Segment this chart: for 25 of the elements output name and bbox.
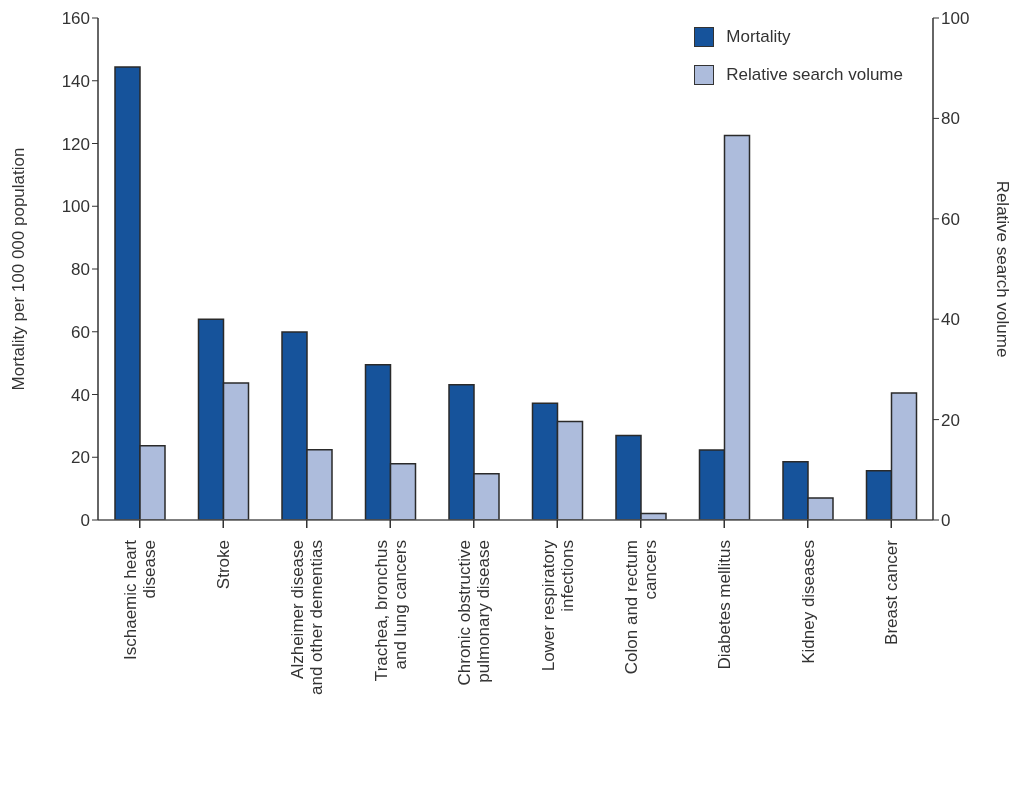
x-tick-label: Stroke [214,540,234,590]
y-tick-label: 120 [61,134,90,154]
y-tick-label: 80 [71,260,90,280]
x-tick-label: Ischaemic heart disease [121,539,160,660]
y2-tick-label: 40 [941,310,960,330]
x-tick-label: Diabetes mellitus [715,540,735,670]
x-tick-label: Colon and rectum cancers [622,540,661,675]
y2-tick-label: 100 [941,9,970,29]
y-tick-label: 140 [61,71,90,91]
y-tick-label: 160 [61,9,90,29]
legend-label: Mortality [726,27,791,47]
y2-tick-label: 20 [941,410,960,430]
y2-tick-label: 60 [941,209,960,229]
y-tick-label: 60 [71,322,90,342]
x-tick-label: Breast cancer [882,539,902,645]
y-tick-label: 0 [80,511,90,531]
y-tick-label: 100 [61,197,90,217]
y-tick-label: 40 [71,385,90,405]
y2-tick-label: 80 [941,109,960,129]
y-tick-label: 20 [71,448,90,468]
y2-tick-label: 0 [941,511,951,531]
y-axis-title: Mortality per 100 000 population [9,147,29,391]
legend-label: Relative search volume [726,65,903,85]
y2-axis-title: Relative search volume [992,180,1012,358]
x-tick-label: Kidney diseases [798,540,818,664]
